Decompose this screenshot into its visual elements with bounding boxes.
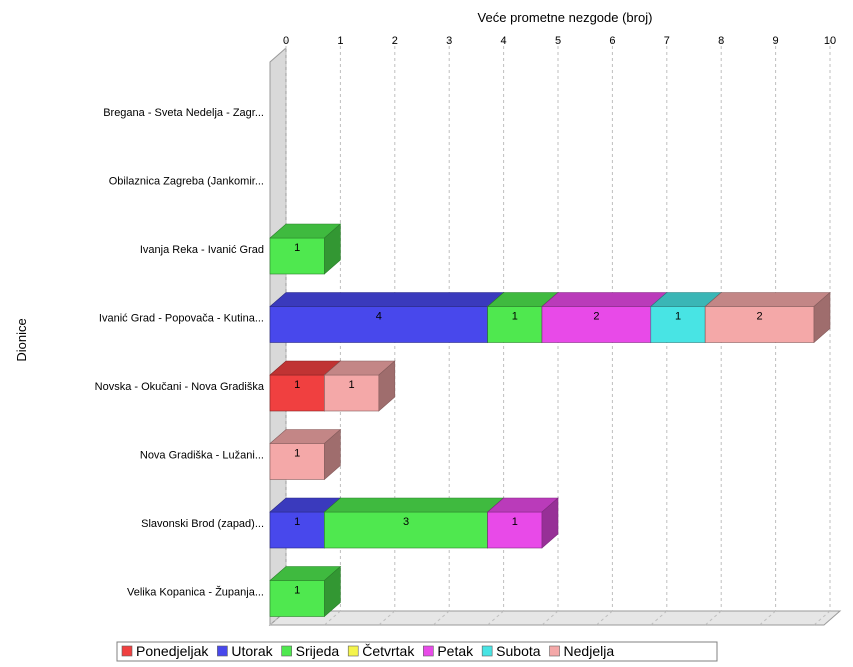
bar-value-label: 1 <box>512 516 518 528</box>
x-tick-label: 9 <box>773 35 779 47</box>
category-label: Ivanić Grad - Popovača - Kutina... <box>99 313 264 325</box>
bar-value-label: 1 <box>294 448 300 460</box>
category-labels: Bregana - Sveta Nedelja - Zagr... Obilazn… <box>95 107 265 599</box>
x-axis-title: Veće prometne nezgode (broj) <box>478 10 653 25</box>
bar-segment: 4 <box>269 291 505 344</box>
legend-entry: Petak <box>437 643 474 659</box>
bar-side <box>324 428 341 481</box>
bar-front <box>269 443 325 480</box>
category-label: Slavonski Brod (zapad)... <box>141 518 264 530</box>
bar-side <box>324 565 341 618</box>
bar-segment: 1 <box>486 497 559 549</box>
legend-swatch <box>121 645 133 657</box>
legend-entry: Utorak <box>231 643 273 659</box>
bar-top <box>323 497 505 513</box>
bar-segment: 2 <box>704 291 831 344</box>
legend-swatch <box>549 645 560 657</box>
category-label: Obilaznica Zagreba (Jankomir... <box>109 176 264 188</box>
legend: Ponedjeljak Utorak Srijeda Četvrtak Petak Sub… <box>116 641 718 662</box>
bar-segment: 2 <box>541 291 668 344</box>
x-tick-label: 4 <box>501 35 507 47</box>
bar-value-label: 2 <box>593 311 599 323</box>
category-label: Nova Gradiška - Lužani... <box>140 450 264 462</box>
category-label: Velika Kopanica - Županja... <box>127 586 264 599</box>
bar-top <box>704 292 831 307</box>
legend-box <box>116 641 718 662</box>
x-tick-label: 10 <box>824 35 836 47</box>
x-tick-label: 5 <box>555 35 561 47</box>
legend-swatch <box>281 645 292 657</box>
legend-entry: Subota <box>496 643 541 659</box>
category-label: Bregana - Sveta Nedelja - Zagr... <box>103 107 264 119</box>
bar-value-label: 1 <box>294 516 300 528</box>
bar-front <box>269 374 325 412</box>
x-tick-label: 0 <box>283 35 289 47</box>
bar-value-label: 2 <box>757 311 763 323</box>
x-tick-label: 8 <box>718 35 724 47</box>
x-tick-label: 7 <box>664 35 670 47</box>
bar-segment: 1 <box>323 360 396 412</box>
bar-front <box>324 511 488 549</box>
bar-value-label: 1 <box>512 311 518 323</box>
y-axis-title: Dionice <box>14 318 29 361</box>
bar-value-label: 3 <box>403 516 409 528</box>
legend-entry: Nedjelja <box>564 643 615 659</box>
legend-swatch <box>481 645 493 657</box>
x-tick-label: 2 <box>392 35 398 47</box>
legend-swatch <box>423 645 434 657</box>
bar-segment: 3 <box>323 497 505 549</box>
bar-segment: 1 <box>269 565 342 618</box>
bar-value-label: 4 <box>376 311 382 323</box>
bar-segment: 1 <box>269 428 342 481</box>
legend-swatch <box>347 645 359 657</box>
category-label: Novska - Okučani - Nova Gradiška <box>95 381 265 393</box>
bar-value-label: 1 <box>294 379 300 391</box>
bar-front <box>324 374 380 412</box>
bar-front <box>487 306 543 343</box>
bar-segment: 1 <box>269 223 342 275</box>
bar-front <box>650 306 706 343</box>
bar-side <box>813 291 831 344</box>
bar-value-label: 1 <box>349 379 355 391</box>
bar-top <box>541 292 668 307</box>
bar-top <box>269 292 505 307</box>
bar-front <box>541 306 652 343</box>
floor <box>268 610 842 626</box>
bars: 1 4 1 2 1 2 1 1 1 1 3 1 1 <box>269 223 831 618</box>
bar-side <box>378 360 396 412</box>
legend-swatch <box>217 645 228 657</box>
legend-entry: Ponedjeljak <box>136 643 209 659</box>
bar-value-label: 1 <box>294 585 300 597</box>
bar-side <box>324 223 341 275</box>
x-tick-label: 3 <box>446 35 452 47</box>
category-label: Ivanja Reka - Ivanić Grad <box>140 244 264 256</box>
bar-front <box>269 511 325 549</box>
legend-entry: Srijeda <box>296 643 340 659</box>
legend-entry: Četvrtak <box>362 643 415 659</box>
x-tick-labels: 0 1 2 3 4 5 6 7 8 9 10 <box>283 35 836 47</box>
bar-side <box>541 497 559 549</box>
x-tick-label: 1 <box>337 35 343 47</box>
bar-value-label: 1 <box>294 242 300 254</box>
x-tick-label: 6 <box>609 35 615 47</box>
bar-value-label: 1 <box>675 311 681 323</box>
bar-front <box>269 306 488 343</box>
